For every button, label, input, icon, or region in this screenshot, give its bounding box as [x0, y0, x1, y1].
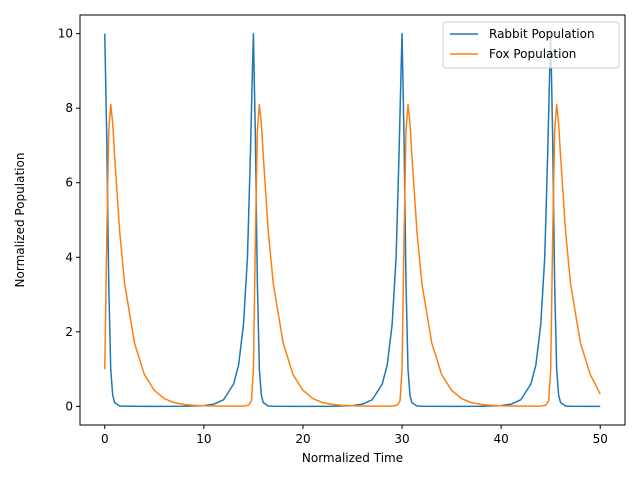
y-axis-label: Normalized Population [13, 153, 27, 288]
y-tick-label: 6 [65, 176, 73, 190]
y-tick-label: 4 [65, 250, 73, 264]
y-tick-label: 2 [65, 325, 73, 339]
x-tick-label: 20 [295, 432, 310, 446]
x-tick-label: 0 [101, 432, 109, 446]
x-axis-label: Normalized Time [302, 451, 403, 465]
series-line-fox [104, 103, 601, 407]
legend-label-rabbit: Rabbit Population [489, 27, 595, 41]
x-tick-label: 50 [593, 432, 608, 446]
x-tick-label: 40 [493, 432, 508, 446]
legend-label-fox: Fox Population [489, 47, 576, 61]
plot-frame [79, 14, 626, 426]
x-axis-ticks: 0 10 20 30 40 50 [101, 425, 608, 446]
y-tick-label: 0 [65, 399, 73, 413]
x-tick-label: 10 [196, 432, 211, 446]
y-axis-ticks: 0 2 4 6 8 10 [58, 27, 80, 413]
y-tick-label: 8 [65, 101, 73, 115]
legend-box [442, 21, 620, 69]
y-tick-label: 10 [58, 27, 73, 41]
plot-lines [104, 32, 601, 408]
series-line-rabbit [104, 32, 601, 408]
x-tick-label: 30 [394, 432, 409, 446]
legend: Rabbit Population Fox Population [442, 21, 620, 69]
